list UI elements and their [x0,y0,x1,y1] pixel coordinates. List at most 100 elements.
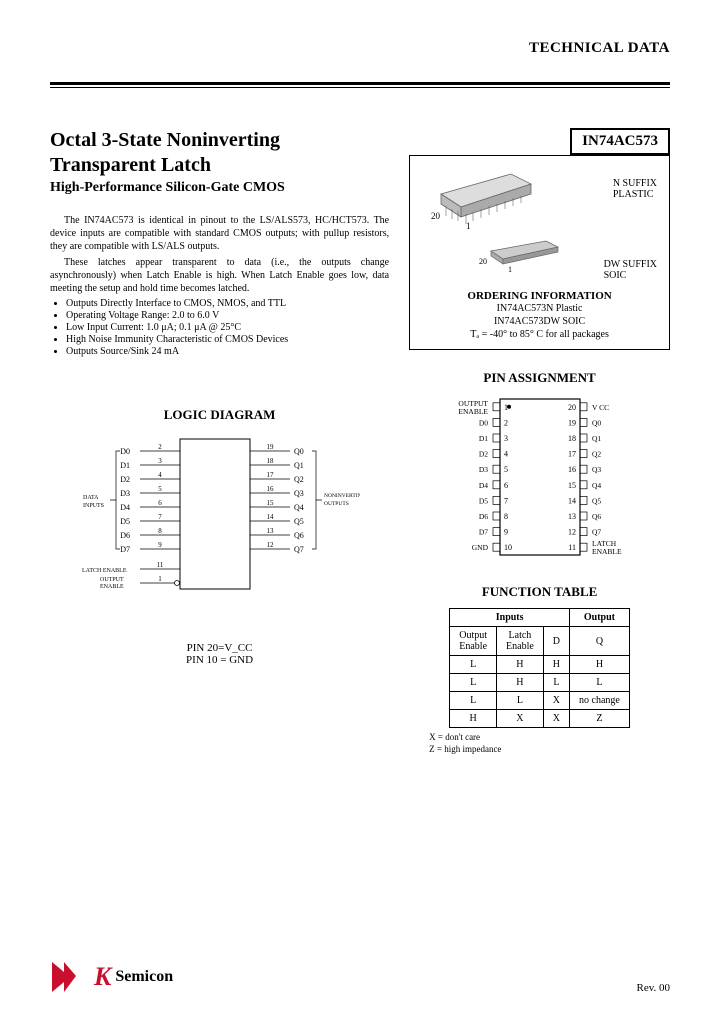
svg-text:Q4: Q4 [294,503,304,512]
feature-item: Outputs Directly Interface to CMOS, NMOS… [66,298,389,309]
svg-text:OUTPUT: OUTPUT [100,577,124,583]
svg-text:6: 6 [504,481,508,490]
svg-text:D5: D5 [478,496,487,505]
svg-text:12: 12 [568,528,576,537]
svg-text:15: 15 [568,481,576,490]
dw-suffix-label: DW SUFFIXSOIC [604,259,657,281]
svg-text:Q3: Q3 [592,465,601,474]
svg-text:9: 9 [158,541,162,549]
svg-text:3: 3 [158,457,162,465]
svg-text:ENABLE: ENABLE [100,584,124,590]
svg-text:4: 4 [158,471,162,479]
svg-text:Q2: Q2 [294,475,304,484]
svg-text:Q1: Q1 [592,434,601,443]
function-table-head: FUNCTION TABLE [409,584,670,600]
footer: K Semicon Rev. 00 [50,960,670,994]
soic-package-icon: 20 1 [476,239,576,279]
svg-text:D7: D7 [120,545,130,554]
svg-text:12: 12 [266,541,274,549]
para-2: These latches appear transparent to data… [50,256,389,295]
svg-text:7: 7 [504,496,508,505]
svg-text:D3: D3 [478,465,487,474]
function-note: X = don't care Z = high impedance [429,732,670,755]
revision: Rev. 00 [636,982,670,994]
svg-text:D4: D4 [120,503,130,512]
svg-text:D0: D0 [120,447,130,456]
feature-item: Low Input Current: 1.0 μA; 0.1 μA @ 25°C [66,322,389,333]
svg-text:D1: D1 [478,434,487,443]
svg-text:11: 11 [568,543,576,552]
part-number-box: IN74AC573 [570,128,670,155]
svg-text:D6: D6 [120,531,130,540]
svg-text:5: 5 [158,485,162,493]
svg-text:Q4: Q4 [592,481,601,490]
svg-text:16: 16 [266,485,274,493]
pin-assignment-diagram: 1OUTPUTENABLE20V CC2D019Q03D118Q14D217Q2… [430,394,650,564]
body-text: The IN74AC573 is identical in pinout to … [50,214,389,295]
logo-icon [50,960,90,994]
svg-text:5: 5 [504,465,508,474]
svg-text:14: 14 [266,513,274,521]
svg-text:D5: D5 [120,517,130,526]
svg-text:D4: D4 [478,481,487,490]
feature-item: High Noise Immunity Characteristic of CM… [66,334,389,345]
svg-text:D3: D3 [120,489,130,498]
svg-text:15: 15 [266,499,274,507]
svg-text:1: 1 [508,265,512,274]
pin-assignment-head: PIN ASSIGNMENT [409,370,670,386]
svg-text:8: 8 [158,527,162,535]
title-line2: Transparent Latch [50,154,211,176]
svg-text:LATCH ENABLE: LATCH ENABLE [82,568,127,574]
svg-text:10: 10 [504,543,512,552]
svg-text:20: 20 [431,211,441,221]
dip-package-icon: 20 1 [426,169,546,234]
svg-text:19: 19 [266,443,274,451]
svg-text:ENABLE: ENABLE [592,547,622,556]
function-table: InputsOutputOutputEnableLatchEnableDQLHH… [449,608,630,728]
svg-text:16: 16 [568,465,576,474]
svg-text:20: 20 [479,257,487,266]
svg-text:D6: D6 [478,512,487,521]
svg-text:V CC: V CC [592,403,609,412]
doc-subtitle: High-Performance Silicon-Gate CMOS [50,180,389,196]
svg-text:7: 7 [158,513,162,521]
svg-text:GND: GND [471,543,488,552]
svg-text:18: 18 [266,457,274,465]
logic-diagram: D02Q019D13Q118D24Q217D35Q316D46Q415D57Q5… [80,431,360,631]
rule-thick [50,82,670,85]
svg-text:2: 2 [158,443,162,451]
svg-text:2: 2 [504,418,508,427]
svg-text:Q2: Q2 [592,450,601,459]
svg-text:D1: D1 [120,461,130,470]
rule-thin [50,87,670,88]
svg-text:3: 3 [504,434,508,443]
svg-text:13: 13 [568,512,576,521]
logo-text: Semicon [115,968,173,986]
svg-text:Q5: Q5 [592,496,601,505]
svg-text:D2: D2 [478,450,487,459]
svg-text:DATA: DATA [83,495,99,501]
svg-text:1: 1 [466,221,471,231]
svg-text:4: 4 [504,450,508,459]
package-images: 20 1 N SUFFIXPLASTIC 20 1 [416,164,663,284]
svg-text:D2: D2 [120,475,130,484]
svg-text:Q1: Q1 [294,461,304,470]
svg-text:17: 17 [266,471,274,479]
svg-text:Q5: Q5 [294,517,304,526]
svg-text:Q6: Q6 [592,512,601,521]
svg-text:19: 19 [568,418,576,427]
svg-text:INPUTS: INPUTS [83,503,104,509]
feature-list: Outputs Directly Interface to CMOS, NMOS… [50,298,389,357]
svg-text:13: 13 [266,527,274,535]
svg-text:14: 14 [568,496,576,505]
svg-text:Q0: Q0 [294,447,304,456]
header-title: TECHNICAL DATA [50,40,670,57]
svg-text:1: 1 [158,575,162,583]
title-line1: Octal 3-State Noninverting [50,129,280,151]
logic-diagram-head: LOGIC DIAGRAM [50,407,389,423]
doc-title: Octal 3-State Noninverting Transparent L… [50,128,389,178]
svg-text:NONINVERTING: NONINVERTING [324,493,360,499]
svg-text:Q7: Q7 [294,545,304,554]
svg-text:9: 9 [504,528,508,537]
svg-text:6: 6 [158,499,162,507]
